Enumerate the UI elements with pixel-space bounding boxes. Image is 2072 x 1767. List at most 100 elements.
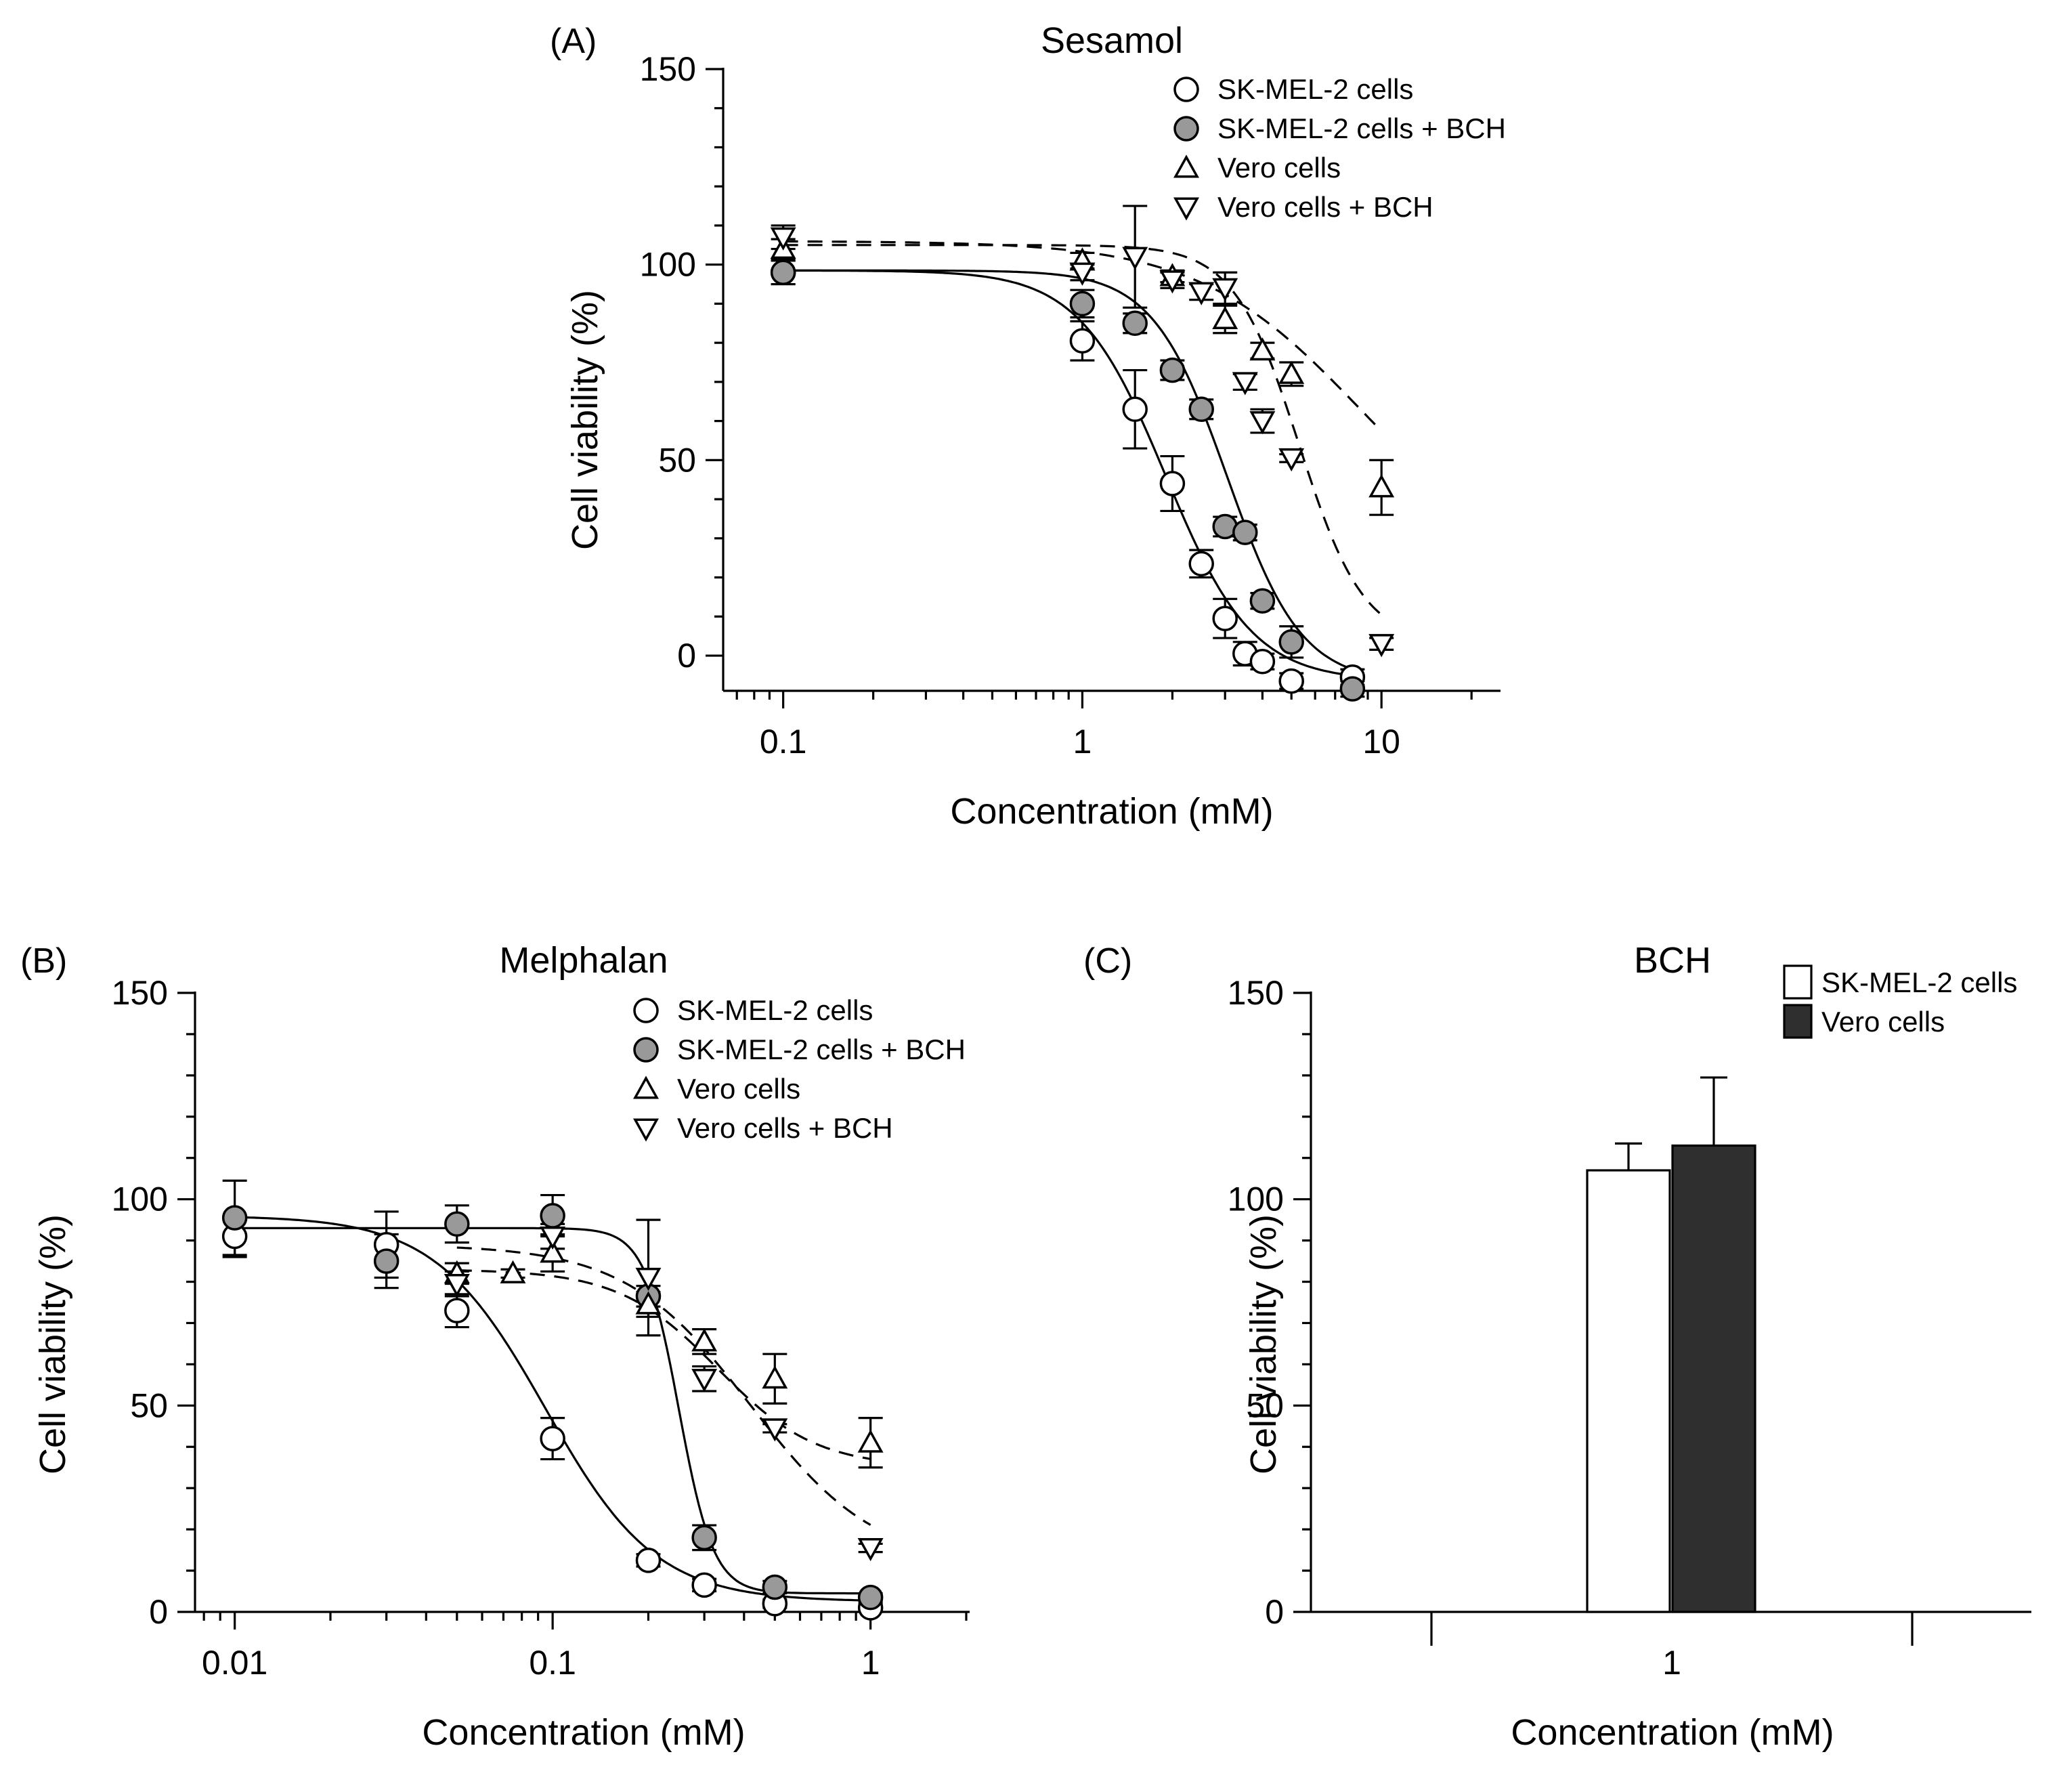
panel-a-point-vero-cells (1278, 360, 1305, 384)
panel-b-fit-vero-cells-bch (456, 1246, 871, 1526)
panel-b-point-vero-cells-bch (857, 1538, 884, 1562)
panel-b-point-vero-cells (857, 1429, 884, 1453)
panel-a-legend-marker-sk-mel-2-cells (1173, 77, 1199, 102)
panel-a-point-sk-mel-2-cells-bch (1278, 629, 1304, 655)
panel-c-error-bar-vero-cells (1700, 1076, 1727, 1146)
panel-a-y-axis-label: Cell viability (%) (565, 290, 605, 550)
panel-b-legend-vero-bch: Vero cells + BCH (677, 1112, 893, 1144)
panel-a-legend-vero-bch: Vero cells + BCH (1217, 191, 1433, 223)
panel-b-point-vero-cells (635, 1291, 662, 1315)
panel-b-point-sk-mel-2-cells-bch (762, 1574, 788, 1600)
panel-a-point-sk-mel-2-cells-bch (770, 259, 796, 285)
panel-c-y-axis-label: Cell viability (%) (1243, 1214, 1284, 1474)
panel-c-y-tick-label: 0 (1265, 1593, 1284, 1631)
panel-c-y-tick-label: 50 (1246, 1386, 1284, 1424)
panel-b-point-sk-mel-2-cells (635, 1548, 662, 1573)
panel-b-point-vero-cells-bch (635, 1267, 662, 1292)
panel-a-point-sk-mel-2-cells-bch (1069, 291, 1096, 317)
panel-a-legend-marker-vero-cells-bch (1173, 197, 1199, 221)
panel-b-point-sk-mel-2-cells-bch (691, 1525, 717, 1551)
panel-a-legend-sk-mel-2-bch: SK-MEL-2 cells + BCH (1217, 112, 1506, 144)
panel-a-point-sk-mel-2-cells (1069, 328, 1096, 354)
panel-c-legend-sk-mel-2: SK-MEL-2 cells (1821, 966, 2017, 998)
panel-b-data-points (221, 1203, 884, 1621)
panel-a: (A) Sesamol Concentration (mM) Cell viab… (550, 20, 1506, 832)
panel-b-x-axis-label: Concentration (mM) (422, 1712, 745, 1753)
panel-a-legend-vero: Vero cells (1217, 152, 1341, 184)
panel-a-point-sk-mel-2-cells (1212, 605, 1238, 631)
panel-b-point-vero-cells-bch (762, 1418, 788, 1442)
panel-a-point-sk-mel-2-cells-bch (1249, 588, 1276, 614)
panel-b-x-tick-label: 0.1 (529, 1644, 576, 1682)
panel-b-point-sk-mel-2-cells-bch (857, 1584, 884, 1611)
panel-a-point-sk-mel-2-cells-bch (1339, 676, 1366, 702)
panel-b-legend-marker-sk-mel-2-cells (633, 998, 659, 1023)
panel-a-point-vero-cells-bch (1188, 282, 1215, 305)
panel-a-legend-markers (1173, 77, 1199, 221)
panel-b-title: Melphalan (499, 940, 668, 981)
panel-c-label: (C) (1083, 941, 1132, 981)
panel-a-point-vero-cells (1249, 337, 1276, 361)
panel-a-point-vero-cells-bch (1159, 270, 1186, 294)
panel-a-point-vero-cells (1212, 305, 1238, 330)
panel-a-point-sk-mel-2-cells (1188, 551, 1214, 577)
panel-a-x-tick-label: 0.1 (760, 723, 807, 761)
panel-a-point-sk-mel-2-cells-bch (1188, 396, 1214, 423)
panel-a-y-tick-label: 100 (640, 246, 696, 284)
panel-a-point-vero-cells-bch (1069, 262, 1096, 286)
panel-a-point-vero-cells-bch (1278, 448, 1305, 472)
panel-a-point-vero-cells-bch (1249, 411, 1276, 435)
panel-c-y-tick-label: 150 (1228, 974, 1284, 1012)
panel-c-y-tick-label: 100 (1228, 1180, 1284, 1218)
panel-b-point-vero-cells-bch (444, 1274, 470, 1298)
panel-a-point-vero-cells-bch (770, 227, 796, 251)
panel-a-legend-marker-vero-cells (1173, 154, 1199, 178)
panel-b-point-vero-cells (500, 1260, 526, 1283)
panel-b-point-vero-cells-bch (540, 1226, 566, 1250)
panel-b-fit-sk-mel-2-cells (234, 1216, 871, 1602)
panel-b-legend-vero: Vero cells (677, 1073, 800, 1105)
panel-b-legend: SK-MEL-2 cells SK-MEL-2 cells + BCH Vero… (633, 994, 966, 1144)
panel-a-x-axis-label: Concentration (mM) (950, 791, 1273, 832)
panel-a-x-tick-label: 10 (1362, 723, 1400, 761)
panel-b-legend-marker-vero-cells-bch (633, 1118, 659, 1142)
panel-b-point-vero-cells (762, 1365, 788, 1389)
panel-b-y-tick-label: 100 (112, 1180, 168, 1218)
panel-a-data-points (770, 227, 1395, 702)
panel-c-axes: 0 50 100 150 1 (1228, 974, 2031, 1682)
panel-b-point-sk-mel-2-cells-bch (444, 1211, 470, 1237)
panel-b-label: (B) (20, 941, 67, 981)
panel-a-point-vero-cells-bch (1232, 372, 1258, 396)
panel-c-title: BCH (1634, 940, 1711, 981)
panel-a-point-sk-mel-2-cells (1249, 648, 1276, 675)
panel-c: (C) BCH Concentration (mM) Cell viabilit… (1083, 940, 2031, 1753)
panel-b-y-tick-label: 50 (130, 1386, 168, 1424)
panel-a-y-tick-label: 150 (640, 50, 696, 88)
panel-c-legend-swatch-vero (1783, 1004, 1813, 1039)
panel-a-point-vero-cells-bch (1368, 634, 1395, 658)
panel-b-legend-sk-mel-2: SK-MEL-2 cells (677, 994, 873, 1026)
panel-b-y-tick-label: 0 (149, 1593, 168, 1631)
panel-b-point-sk-mel-2-cells-bch (221, 1205, 248, 1231)
panel-a-point-sk-mel-2-cells-bch (1232, 519, 1258, 545)
panel-a-point-sk-mel-2-cells-bch (1122, 310, 1148, 337)
panel-a-y-tick-label: 50 (658, 441, 696, 479)
panel-c-error-bar-sk-mel-2-cells (1615, 1142, 1642, 1171)
panel-b-y-tick-label: 150 (112, 974, 168, 1012)
panel-a-title: Sesamol (1041, 20, 1183, 61)
panel-a-point-vero-cells-bch (1122, 247, 1148, 270)
panel-b-point-sk-mel-2-cells (444, 1298, 470, 1323)
panel-a-label: (A) (550, 22, 597, 61)
panel-b-point-sk-mel-2-cells-bch (540, 1203, 565, 1229)
panel-b-legend-marker-vero-cells (633, 1076, 659, 1099)
panel-b: (B) Melphalan Concentration (mM) Cell vi… (20, 940, 970, 1753)
panel-c-bar-sk-mel-2-cells (1586, 1169, 1671, 1613)
panel-a-legend-sk-mel-2: SK-MEL-2 cells (1217, 73, 1413, 105)
panel-b-y-axis-label: Cell viability (%) (33, 1214, 73, 1474)
panel-a-point-sk-mel-2-cells-bch (1159, 357, 1186, 383)
panel-a-axes: 0 50 100 150 0.1 1 10 (640, 50, 1501, 761)
panel-c-legend: SK-MEL-2 cells Vero cells (1783, 964, 2017, 1039)
panel-c-legend-swatch-sk-mel-2 (1783, 964, 1813, 1000)
panel-c-bar-vero-cells (1671, 1144, 1756, 1613)
